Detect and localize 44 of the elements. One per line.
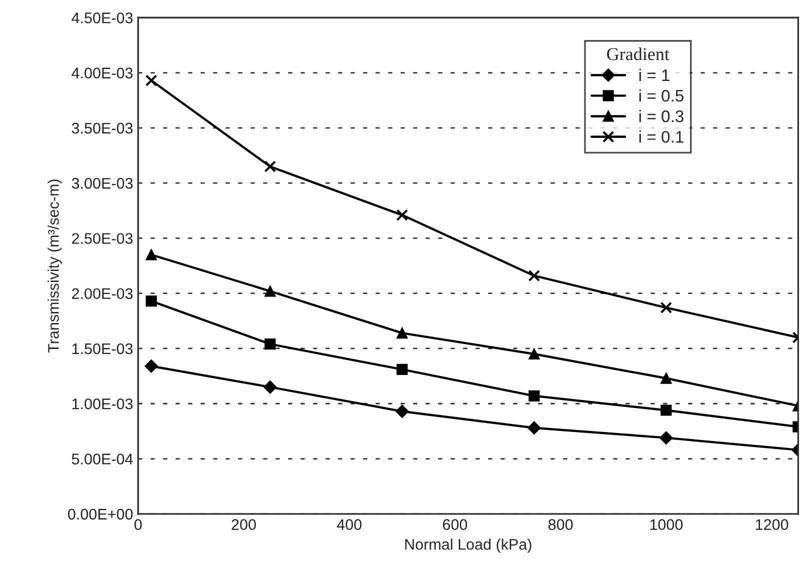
x-tick-label: 1200 (756, 519, 788, 530)
point (528, 270, 540, 282)
y-tick-label: 3.50E-03 (72, 122, 133, 134)
y-tick-label: 4.50E-03 (72, 12, 133, 24)
point (396, 209, 408, 221)
y-tick-label: 1.50E-03 (72, 343, 133, 354)
point (396, 364, 408, 375)
y-tick-label: 2.00E-03 (72, 288, 133, 300)
point (264, 160, 276, 172)
x-tick-label: 0 (134, 519, 142, 530)
point (660, 404, 672, 416)
y-axis-title: Transmissivity (m³/sec-m) (48, 180, 62, 353)
legend-label: i = 0.1 (639, 130, 684, 143)
y-tick-label: 1.00E-03 (72, 398, 133, 410)
point (145, 74, 158, 86)
point (660, 372, 672, 384)
point (396, 404, 409, 418)
x-tick-label: 800 (548, 519, 573, 530)
point (264, 338, 276, 350)
legend-label: i = 1 (639, 68, 670, 81)
point (396, 327, 408, 339)
y-tick-label: 2.50E-03 (72, 233, 133, 244)
point (660, 431, 673, 444)
point (660, 302, 672, 314)
point (528, 390, 540, 402)
point (144, 360, 158, 373)
point (146, 249, 157, 260)
y-tick-label: 5.00E-04 (72, 454, 133, 464)
point (528, 421, 541, 434)
x-axis-title: Normal Load (kPa) (405, 538, 532, 553)
legend-label: i = 0.3 (639, 110, 684, 122)
x-tick-label: 600 (442, 519, 468, 530)
point (146, 296, 157, 307)
y-tick-label: 4.00E-03 (72, 68, 133, 78)
y-tick-label: 3.00E-03 (72, 178, 133, 189)
point (264, 286, 276, 297)
x-tick-label: 1000 (650, 519, 683, 530)
point (528, 348, 540, 360)
point (264, 380, 277, 394)
y-tick-label: 0.00E+00 (68, 508, 133, 520)
legend-title: Gradient (607, 48, 670, 60)
x-tick-label: 200 (232, 519, 256, 530)
legend-label: i = 0.5 (639, 89, 684, 102)
x-tick-label: 400 (336, 519, 362, 530)
